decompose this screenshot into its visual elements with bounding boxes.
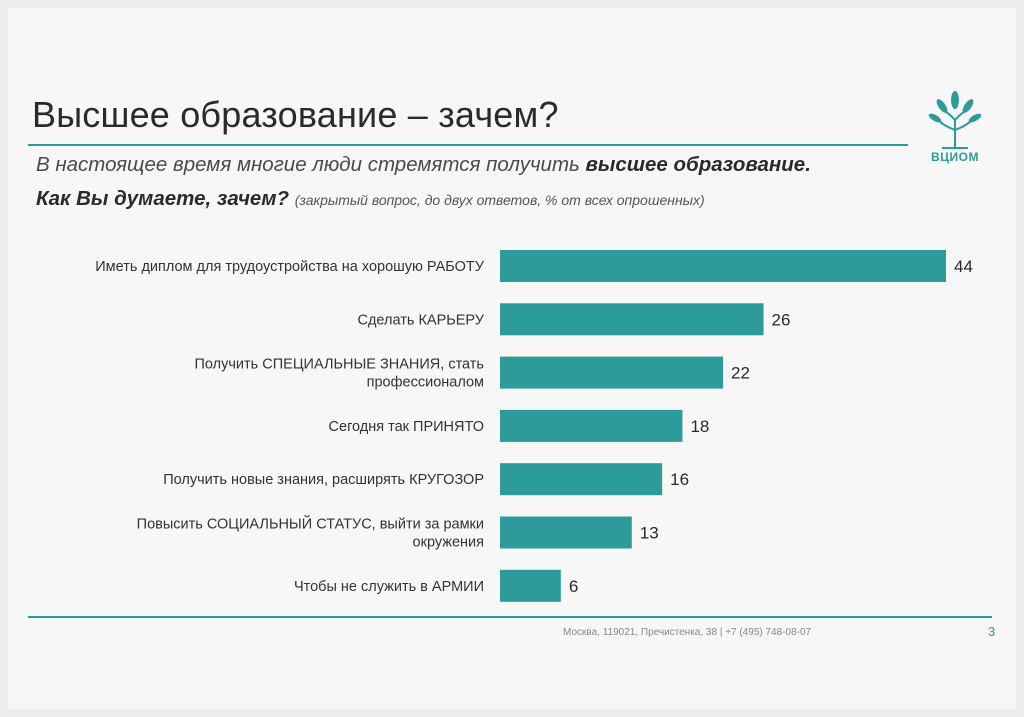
category-label-4: Сегодня так ПРИНЯТО	[329, 419, 484, 435]
question-ask: Как Вы думаете, зачем?	[36, 187, 290, 210]
question-note: (закрытый вопрос, до двух ответов, % от …	[294, 192, 705, 208]
category-label-3: Получить СПЕЦИАЛЬНЫЕ ЗНАНИЯ, стать профес…	[195, 357, 485, 391]
tree-logo-icon	[928, 91, 982, 149]
bar-7	[500, 569, 561, 602]
logo: ВЦИОМ	[924, 90, 994, 172]
logo-text: ВЦИОМ	[931, 150, 979, 164]
footer-contacts: Москва, 119021, Пречистенка, 38 | +7 (49…	[563, 627, 812, 638]
footer-divider	[28, 616, 992, 618]
title-divider	[28, 144, 908, 146]
data-label-6: 13	[640, 524, 659, 543]
question-line-2: Как Вы думаете, зачем? (закрытый вопрос,…	[36, 187, 896, 211]
slide: Высшее образование – зачем? В настоящее …	[8, 8, 1016, 709]
data-label-5: 16	[670, 470, 689, 489]
bar-6	[500, 516, 632, 549]
page-number: 3	[988, 624, 996, 639]
bar-4	[500, 409, 683, 442]
question-highlight: высшее образование.	[585, 153, 811, 176]
data-label-4: 18	[690, 417, 709, 436]
bar-5	[500, 463, 663, 496]
data-label-1: 44	[954, 257, 973, 276]
category-label-6: Повысить СОЦИАЛЬНЫЙ СТАТУС, выйти за рам…	[137, 515, 484, 551]
bar-3	[500, 356, 723, 389]
category-label-1: Иметь диплом для трудоустройства на хоро…	[95, 259, 485, 275]
category-label-2: Сделать КАРЬЕРУ	[358, 312, 485, 328]
bar-1	[500, 250, 946, 282]
question-text: В настоящее время многие люди стремятся …	[36, 153, 586, 176]
category-label-7: Чтобы не служить в АРМИИ	[294, 579, 484, 595]
question-line-1: В настоящее время многие люди стремятся …	[36, 153, 896, 177]
category-label-5: Получить новые знания, расширять КРУГОЗО…	[163, 472, 484, 488]
bar-chart: 44 Иметь диплом для трудоустройства на хо…	[95, 250, 973, 602]
data-label-3: 22	[731, 364, 750, 383]
data-label-7: 6	[569, 577, 578, 596]
slide-title: Высшее образование – зачем?	[32, 94, 559, 135]
data-label-2: 26	[772, 310, 791, 329]
bar-2	[500, 303, 764, 336]
